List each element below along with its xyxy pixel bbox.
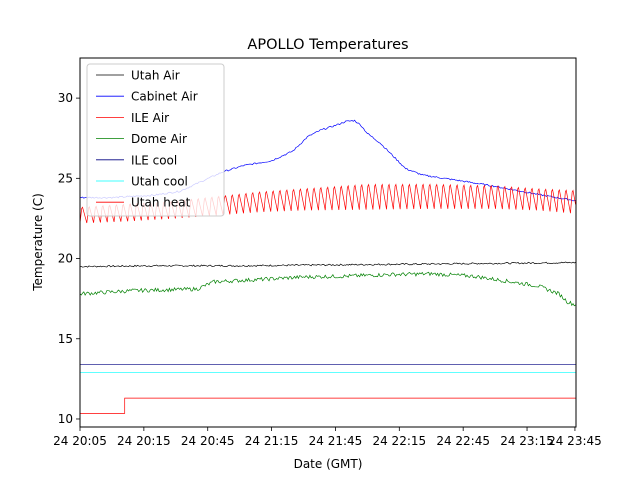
x-axis-label: Date (GMT) bbox=[294, 457, 363, 471]
x-tick-label: 24 22:45 bbox=[436, 434, 490, 448]
legend-entry: Utah heat bbox=[131, 196, 191, 210]
series-line-utah-heat bbox=[80, 397, 576, 414]
x-tick-label: 24 21:15 bbox=[245, 434, 299, 448]
x-axis: 24 20:05 24 20:15 24 20:45 24 21:15 24 21:45… bbox=[53, 427, 602, 448]
legend-entry: Dome Air bbox=[131, 132, 187, 146]
series-line-utah-air bbox=[80, 261, 576, 268]
x-tick-label: 24 21:45 bbox=[309, 434, 363, 448]
y-tick-label: 30 bbox=[58, 91, 73, 105]
plot-frame bbox=[79, 57, 577, 428]
x-tick-label: 24 23:45 bbox=[548, 434, 602, 448]
y-tick-label: 10 bbox=[58, 412, 73, 426]
y-tick-label: 20 bbox=[58, 252, 73, 266]
x-tick-label: 24 20:05 bbox=[53, 434, 107, 448]
x-tick-label: 24 20:15 bbox=[117, 434, 171, 448]
x-tick-label: 24 23:15 bbox=[500, 434, 554, 448]
x-tick-label: 24 22:15 bbox=[372, 434, 426, 448]
y-tick-label: 15 bbox=[58, 332, 73, 346]
legend-box bbox=[86, 63, 225, 217]
y-tick-label: 25 bbox=[58, 171, 73, 185]
legend: Utah Air Cabinet Air ILE Air Dome Air ILE co… bbox=[86, 63, 225, 217]
series-line-dome-air bbox=[80, 271, 576, 307]
legend-entry: ILE Air bbox=[131, 111, 169, 125]
legend-entry: Utah Air bbox=[131, 69, 180, 83]
chart-title: APOLLO Temperatures bbox=[247, 37, 408, 53]
y-axis: 10 15 20 25 30 bbox=[58, 91, 80, 426]
legend-entry: ILE cool bbox=[131, 153, 177, 167]
legend-entry: Utah cool bbox=[131, 175, 188, 189]
x-tick-label: 24 20:45 bbox=[181, 434, 235, 448]
legend-entry: Cabinet Air bbox=[131, 90, 198, 104]
y-axis-label: Temperature (C) bbox=[31, 193, 45, 292]
